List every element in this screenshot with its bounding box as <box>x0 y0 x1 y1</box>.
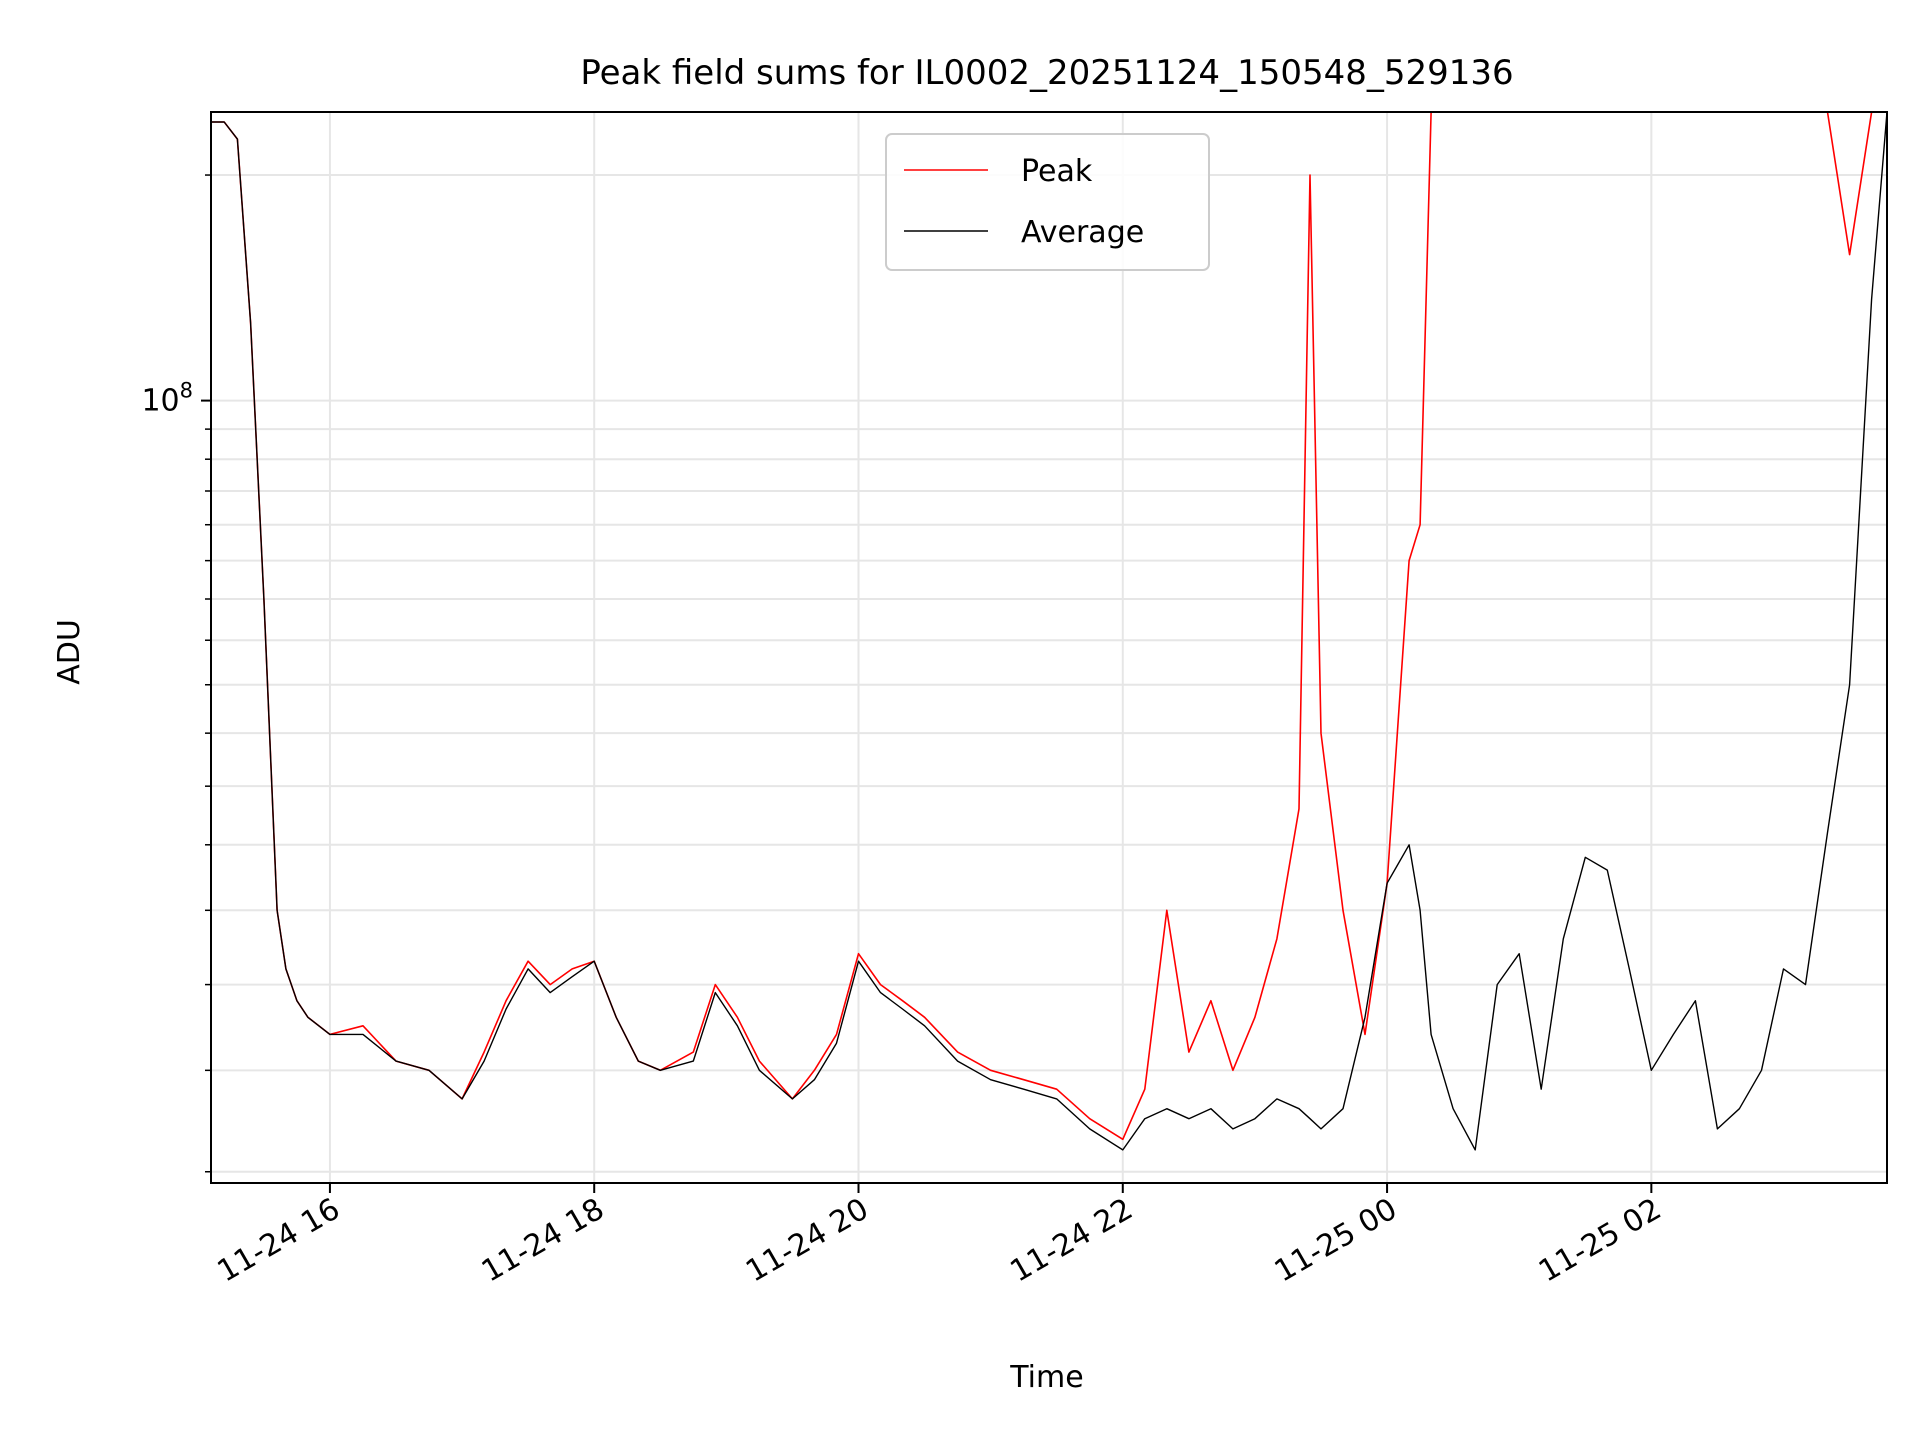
grid <box>211 112 1887 1183</box>
plot-frame <box>210 111 1888 1184</box>
series-layer <box>211 112 1887 1151</box>
legend-box <box>885 133 1210 271</box>
y-axis-label: ADU <box>52 619 87 685</box>
y-tick-label: 108 <box>141 379 193 419</box>
legend-label-peak: Peak <box>1021 154 1093 189</box>
x-axis-label: Time <box>1009 1360 1083 1395</box>
legend: Peak Average <box>885 133 1210 271</box>
legend-label-average: Average <box>1021 215 1144 250</box>
chart-title: Peak field sums for IL0002_20251124_1505… <box>580 53 1513 93</box>
series-line-average <box>211 112 1887 1151</box>
